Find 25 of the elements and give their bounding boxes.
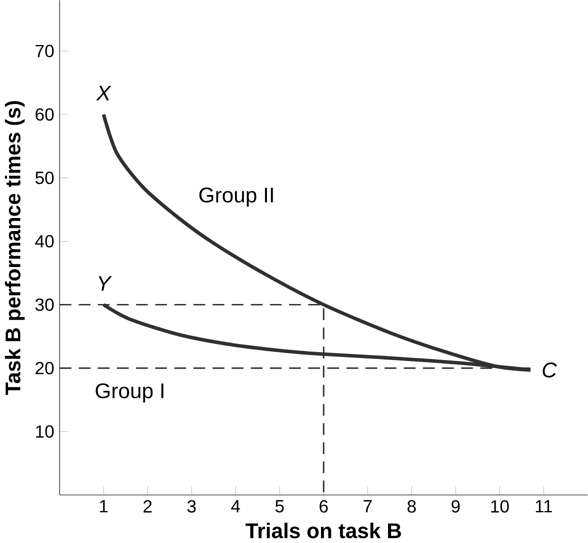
y-tick-label: 40 <box>35 234 54 248</box>
x-tick-label: 3 <box>187 500 196 513</box>
y-tick-label: 60 <box>36 108 54 121</box>
annotation: X <box>96 86 112 100</box>
x-tick-label: 10 <box>491 500 509 513</box>
x-tick-label: 9 <box>452 500 460 513</box>
x-tick-label: 4 <box>231 500 240 512</box>
x-tick-label: 8 <box>408 500 416 513</box>
annotation: Y <box>98 276 112 291</box>
x-tick-label: 11 <box>536 500 552 512</box>
x-axis-title: Trials on task B <box>246 522 401 538</box>
x-tick-label: 1 <box>100 500 108 512</box>
y-tick-label: 10 <box>36 425 54 438</box>
annotation: C <box>542 362 557 378</box>
x-tick-label: 2 <box>144 500 152 512</box>
y-tick-label: 70 <box>36 44 54 58</box>
text: Group I <box>96 383 164 402</box>
y-axis-title: Task B performance times (s) <box>4 101 25 395</box>
series-label: Group II <box>199 187 273 207</box>
y-tick-label: 50 <box>35 172 54 184</box>
x-tick-label: 5 <box>275 500 284 512</box>
y-tick-label: 20 <box>36 362 54 374</box>
x-tick-label: 6 <box>320 500 328 513</box>
x-tick-label: 7 <box>364 500 372 512</box>
y-tick-label: 30 <box>35 298 54 311</box>
